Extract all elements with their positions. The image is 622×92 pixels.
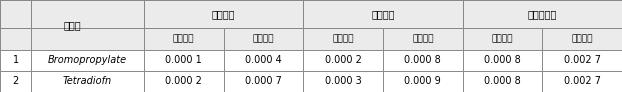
Text: 로얄젤리: 로얄젤리 (371, 9, 395, 19)
Text: 정량한계: 정량한계 (253, 34, 274, 43)
Bar (31, 50, 144, 71)
Bar (383, 28, 463, 50)
Text: 사양벌꿀: 사양벌꿀 (211, 9, 235, 19)
Text: 0.002 7: 0.002 7 (564, 55, 601, 65)
Bar (303, 50, 383, 71)
Text: 검출한계: 검출한계 (492, 34, 513, 43)
Bar (0, 71, 31, 92)
Bar (463, 71, 542, 92)
Text: 0.000 2: 0.000 2 (325, 55, 361, 65)
Text: 0.000 8: 0.000 8 (484, 76, 521, 86)
Bar (0, 50, 31, 71)
Bar (144, 71, 223, 92)
Bar (383, 71, 463, 92)
Bar (463, 28, 542, 50)
Bar (223, 50, 303, 71)
Text: 1: 1 (12, 55, 19, 65)
Bar (383, 50, 463, 71)
Bar (31, 28, 144, 50)
Text: 검출한계: 검출한계 (173, 34, 195, 43)
Text: Tetradiofn: Tetradiofn (63, 76, 112, 86)
Bar (223, 28, 303, 50)
Bar (542, 0, 622, 28)
Bar (223, 0, 303, 28)
Text: 0.000 9: 0.000 9 (404, 76, 441, 86)
Text: 0.000 8: 0.000 8 (404, 55, 441, 65)
Bar (303, 71, 383, 92)
Text: 0.000 7: 0.000 7 (245, 76, 282, 86)
Text: 0.000 8: 0.000 8 (484, 55, 521, 65)
Bar (463, 0, 542, 28)
Text: 정량한계: 정량한계 (412, 34, 434, 43)
Bar (542, 28, 622, 50)
Text: 0.000 1: 0.000 1 (165, 55, 202, 65)
Text: 검출한계: 검출한계 (332, 34, 354, 43)
Text: 정량한계: 정량한계 (572, 34, 593, 43)
Text: 0.000 4: 0.000 4 (245, 55, 282, 65)
Bar (303, 28, 383, 50)
Bar (223, 71, 303, 92)
Text: 프로폴리스: 프로폴리스 (527, 9, 557, 19)
Bar (31, 71, 144, 92)
Text: 성분명: 성분명 (63, 20, 81, 30)
Bar (542, 50, 622, 71)
Text: Bromopropylate: Bromopropylate (48, 55, 127, 65)
Text: 0.000 3: 0.000 3 (325, 76, 361, 86)
Bar (0, 0, 31, 28)
Bar (144, 28, 223, 50)
Bar (144, 50, 223, 71)
Bar (0, 28, 31, 50)
Text: 0.002 7: 0.002 7 (564, 76, 601, 86)
Bar (303, 0, 383, 28)
Text: 0.000 2: 0.000 2 (165, 76, 202, 86)
Bar (463, 50, 542, 71)
Bar (383, 0, 463, 28)
Bar (144, 0, 223, 28)
Bar (542, 71, 622, 92)
Text: 2: 2 (12, 76, 19, 86)
Bar (31, 0, 144, 28)
